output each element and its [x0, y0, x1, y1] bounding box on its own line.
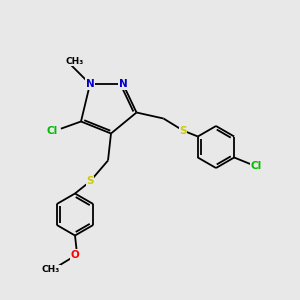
Text: N: N	[85, 79, 94, 89]
Text: Cl: Cl	[47, 125, 58, 136]
Text: Cl: Cl	[251, 160, 262, 171]
Text: N: N	[118, 79, 127, 89]
Text: CH₃: CH₃	[42, 266, 60, 274]
Text: CH₃: CH₃	[66, 57, 84, 66]
Text: O: O	[70, 250, 80, 260]
Text: S: S	[86, 176, 94, 187]
Text: S: S	[179, 125, 187, 136]
